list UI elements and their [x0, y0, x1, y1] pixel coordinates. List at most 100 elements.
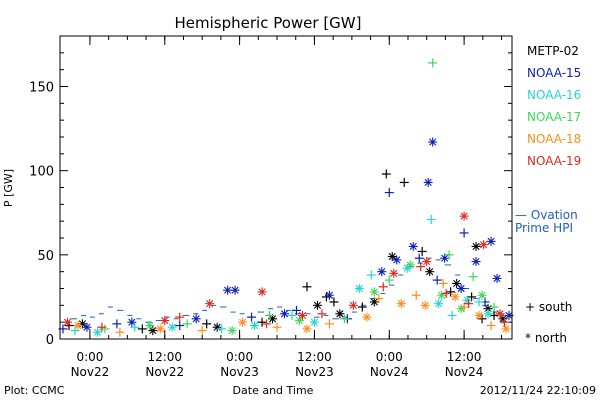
north-point: [160, 315, 170, 325]
x-tick-label-time: 12:00: [297, 350, 332, 364]
north-point: [474, 310, 484, 320]
north-point-d2: [224, 286, 232, 294]
south-point: [474, 297, 484, 307]
north-point-d2: [231, 286, 239, 294]
north-point: [312, 300, 322, 310]
north-point: [62, 317, 72, 327]
north-point-d2: [206, 300, 214, 308]
north-point-d2: [128, 318, 136, 326]
south-point: [130, 322, 140, 332]
x-tick-label-time: 0:00: [226, 350, 253, 364]
south-point: [302, 282, 312, 292]
north-point-d2: [441, 254, 449, 262]
north-point-d2: [213, 323, 221, 331]
legend-entry: NOAA-16: [527, 88, 581, 102]
north-point-d2: [484, 310, 492, 318]
south-point: [414, 253, 424, 263]
north-point-d2: [146, 321, 154, 330]
north-point-d2: [250, 321, 259, 330]
south-point: [459, 228, 469, 238]
legend-ovation-label: Prime HPI: [515, 221, 573, 235]
south-point: [272, 322, 282, 332]
north-point: [450, 292, 460, 302]
north-point: [191, 314, 201, 324]
legend: METP-02 NOAA-15 NOAA-16 NOAA-17 NOAA-18 NOAA-…: [515, 44, 581, 345]
axis-ticks: 0501001500:00Nov2212:00Nov220:00Nov2312:…: [29, 35, 512, 379]
north-point: [155, 324, 165, 334]
north-point-d2: [496, 310, 504, 318]
north-point: [420, 300, 430, 310]
north-point: [483, 304, 493, 314]
north-point: [238, 317, 248, 327]
north-point: [297, 310, 307, 320]
north-point: [405, 260, 415, 270]
north-point: [324, 290, 334, 300]
x-tick-label-time: 0:00: [76, 350, 103, 364]
south-point: [317, 309, 327, 319]
marker-legend-south: + south: [525, 300, 572, 314]
y-tick-label: 0: [46, 333, 54, 348]
plot-frame: [59, 35, 513, 340]
north-point-d2: [453, 279, 461, 288]
north-point-d2: [156, 325, 164, 333]
north-point-d2: [325, 291, 333, 299]
south-point: [175, 321, 185, 331]
north-point-d2: [310, 318, 319, 326]
north-point-d2: [161, 316, 169, 325]
legend-entry: NOAA-18: [527, 132, 581, 146]
north-point-d2: [479, 241, 488, 249]
north-point: [92, 327, 102, 337]
south-point: [339, 314, 349, 324]
north-point: [396, 299, 406, 309]
north-point-d2: [298, 311, 307, 320]
north-point-d2: [502, 325, 510, 333]
north-point: [280, 309, 290, 319]
north-point-d2: [472, 242, 480, 251]
north-point-d2: [74, 321, 82, 330]
north-point-d2: [475, 311, 483, 320]
north-point-d2: [397, 300, 405, 308]
north-point-d2: [149, 326, 157, 335]
north-point-d2: [388, 252, 396, 261]
north-point-d2: [426, 268, 434, 276]
north-point-d2: [393, 256, 401, 264]
timestamp: 2012/11/24 22:10:09: [480, 384, 596, 397]
north-point: [437, 290, 447, 300]
north-point-d2: [239, 318, 247, 326]
north-point: [471, 257, 481, 267]
legend-entry: METP-02: [527, 44, 579, 58]
south-point: [426, 214, 436, 224]
north-point-d2: [493, 274, 501, 282]
north-point: [335, 309, 345, 319]
north-point: [250, 321, 260, 331]
south-point: [441, 289, 451, 299]
north-point-d2: [83, 323, 91, 331]
north-point: [167, 322, 177, 332]
north-point: [425, 267, 435, 277]
legend-entry: NOAA-17: [527, 110, 581, 124]
north-point: [145, 321, 155, 331]
north-point-d2: [451, 293, 459, 301]
north-point-d2: [168, 323, 176, 331]
north-point: [354, 284, 364, 293]
north-point-d2: [460, 212, 468, 220]
north-point-d2: [280, 310, 289, 318]
y-tick-label: 50: [37, 249, 54, 264]
x-tick-label-date: Nov24: [370, 365, 409, 379]
south-point: [489, 302, 499, 312]
north-point-d2: [435, 300, 443, 308]
x-tick-label-date: Nov22: [145, 365, 184, 379]
x-tick-label-time: 12:00: [147, 350, 182, 364]
south-point: [247, 312, 257, 322]
north-point: [471, 241, 481, 251]
south-point: [381, 169, 391, 179]
south-point: [287, 310, 297, 320]
north-point: [456, 284, 466, 293]
north-point-d2: [192, 315, 200, 323]
marker-legend-north: * north: [525, 331, 567, 345]
north-point: [369, 287, 379, 297]
north-point-d2: [505, 311, 513, 320]
north-point: [504, 310, 514, 320]
south-point: [399, 177, 409, 187]
north-point-d2: [268, 315, 277, 323]
